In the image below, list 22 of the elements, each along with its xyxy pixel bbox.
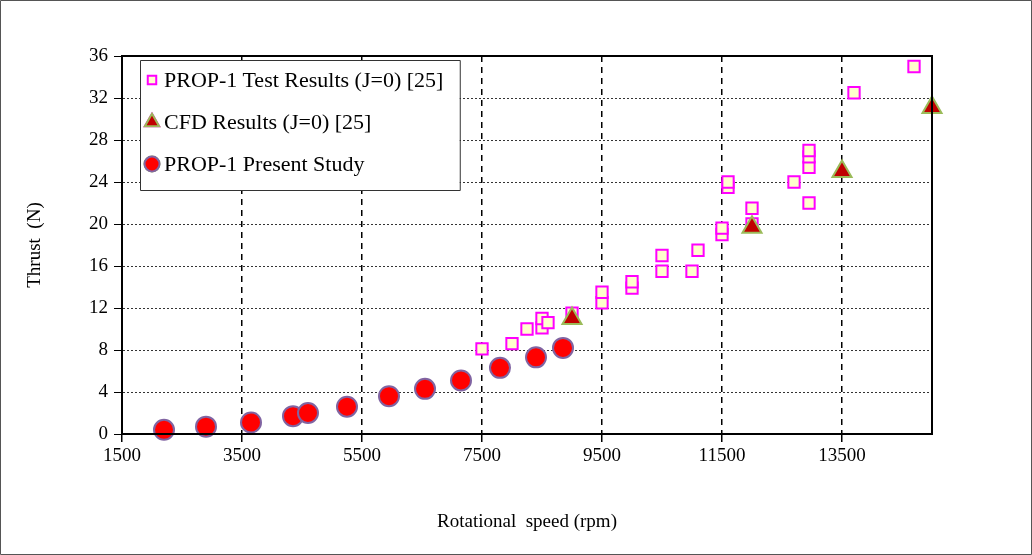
- y-axis-title: Thrust (N): [23, 202, 46, 288]
- y-tick-label: 12: [89, 295, 108, 317]
- legend-label: PROP-1 Test Results (J=0) [25]: [164, 66, 444, 92]
- y-tick-label: 36: [89, 43, 108, 65]
- y-tick-label: 28: [89, 127, 108, 149]
- legend-label: CFD Results (J=0) [25]: [164, 108, 372, 134]
- y-tick-label: 16: [89, 253, 108, 275]
- legend-label: PROP-1 Present Study: [164, 150, 365, 176]
- y-tick-label: 4: [98, 379, 109, 401]
- x-tick-label: 9500: [583, 444, 621, 466]
- x-tick-label: 1500: [103, 444, 141, 466]
- x-axis-title: Rotational speed (rpm): [437, 509, 617, 532]
- x-tick-label: 3500: [223, 444, 261, 466]
- x-tick-label: 11500: [698, 444, 746, 466]
- x-tick-label: 13500: [818, 444, 866, 466]
- y-tick-label: 32: [89, 85, 108, 107]
- x-tick-label: 5500: [343, 444, 381, 466]
- y-tick-label: 24: [89, 169, 109, 191]
- y-tick-label: 0: [98, 421, 108, 443]
- y-tick-label: 8: [98, 337, 108, 359]
- y-tick-label: 20: [89, 211, 108, 233]
- x-tick-label: 7500: [463, 444, 501, 466]
